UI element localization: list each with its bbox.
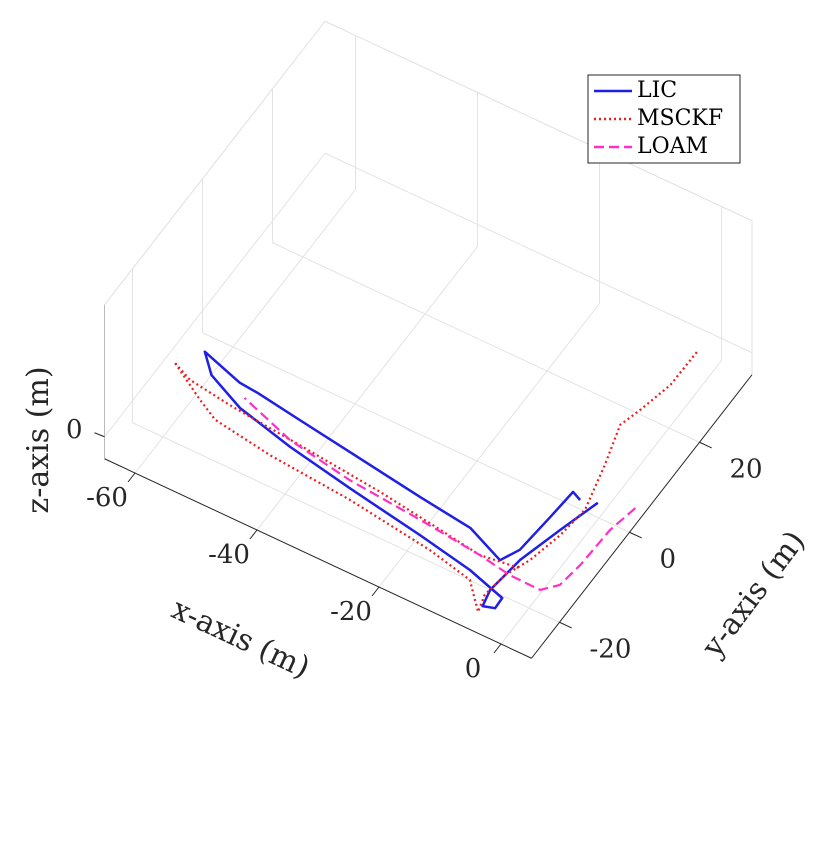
- box-edge: [104, 20, 326, 306]
- y-tick: [629, 531, 642, 539]
- legend-label: LOAM: [637, 134, 708, 159]
- grid-line: [132, 422, 560, 623]
- grid-line: [378, 303, 600, 588]
- x-axis-line: [104, 458, 532, 659]
- y-tick: [699, 441, 712, 449]
- trajectory: [173, 351, 698, 613]
- trajectory: [243, 397, 637, 591]
- y-tick: [559, 621, 572, 629]
- x-tick: [127, 472, 136, 483]
- z-tick: [94, 432, 105, 438]
- legend-label: LIC: [637, 78, 677, 103]
- x-tick: [493, 643, 502, 654]
- legend-box: [587, 74, 741, 164]
- grid-line: [500, 360, 722, 645]
- grid-line: [272, 242, 700, 443]
- grid-line: [256, 246, 478, 531]
- grid-line: [104, 152, 326, 438]
- z-tick-label: 0: [66, 415, 83, 445]
- y-tick-label: 20: [730, 454, 763, 484]
- y-tick-label: -20: [590, 634, 632, 664]
- x-tick-label: -60: [86, 483, 128, 513]
- grid-line: [324, 152, 753, 354]
- grid-line: [134, 189, 356, 474]
- box-edge: [324, 20, 753, 222]
- x-tick: [371, 586, 380, 597]
- legend-label: MSCKF: [637, 106, 723, 131]
- grid-line: [202, 332, 630, 533]
- y-tick-label: 0: [660, 544, 677, 574]
- trajectory: [203, 350, 599, 610]
- legend: LIC MSCKF LOAM: [587, 74, 741, 164]
- x-tick-label: -20: [330, 597, 372, 627]
- x-tick-label: -40: [208, 540, 250, 570]
- y-axis-line: [531, 374, 753, 659]
- z-axis-label: z-axis (m): [21, 366, 56, 513]
- x-tick: [249, 529, 258, 540]
- x-tick-label: 0: [465, 654, 482, 684]
